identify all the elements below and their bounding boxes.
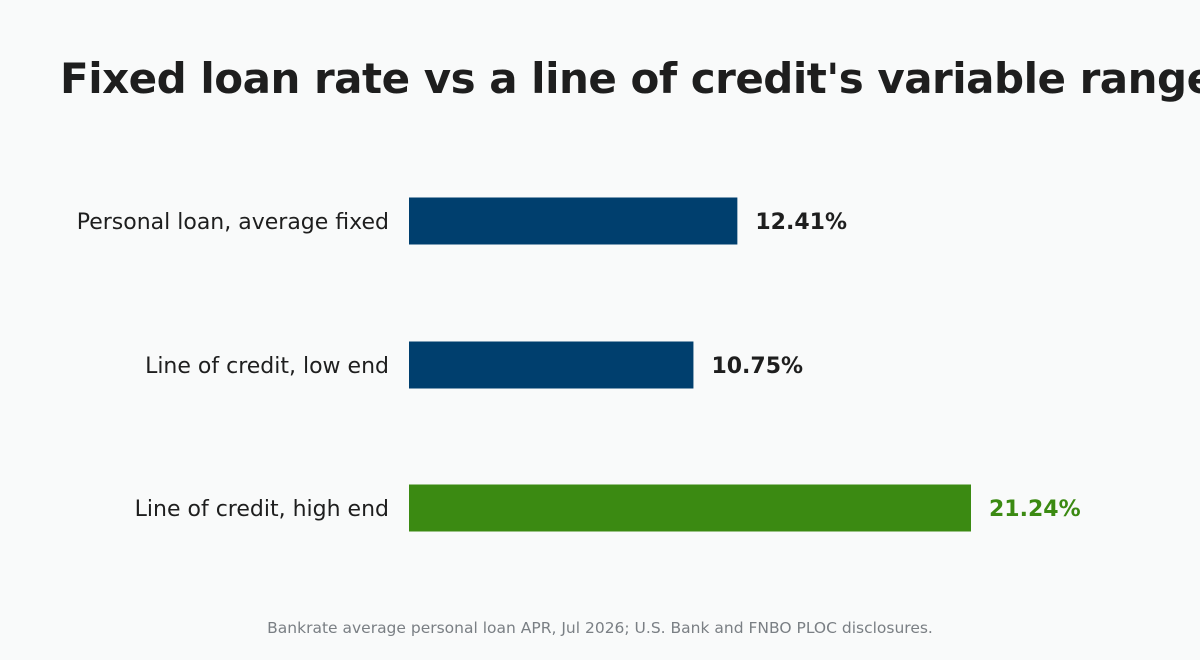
bar <box>409 197 738 245</box>
value-label: 12.41% <box>755 210 847 235</box>
category-label: Line of credit, low end <box>145 354 389 379</box>
category-label: Personal loan, average fixed <box>77 210 389 235</box>
category-label: Line of credit, high end <box>135 497 389 522</box>
value-label: 10.75% <box>711 354 803 379</box>
value-label: 21.24% <box>989 497 1081 522</box>
source-note: Bankrate average personal loan APR, Jul … <box>267 619 933 637</box>
chart-title: Fixed loan rate vs a line of credit's va… <box>60 54 1200 103</box>
bar <box>409 341 694 389</box>
bar <box>409 484 971 532</box>
bar-chart: Personal loan, average fixed 12.41% Line o… <box>77 197 1081 532</box>
